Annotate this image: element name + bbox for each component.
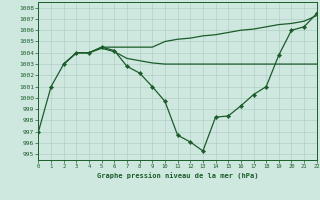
X-axis label: Graphe pression niveau de la mer (hPa): Graphe pression niveau de la mer (hPa) [97, 172, 258, 179]
